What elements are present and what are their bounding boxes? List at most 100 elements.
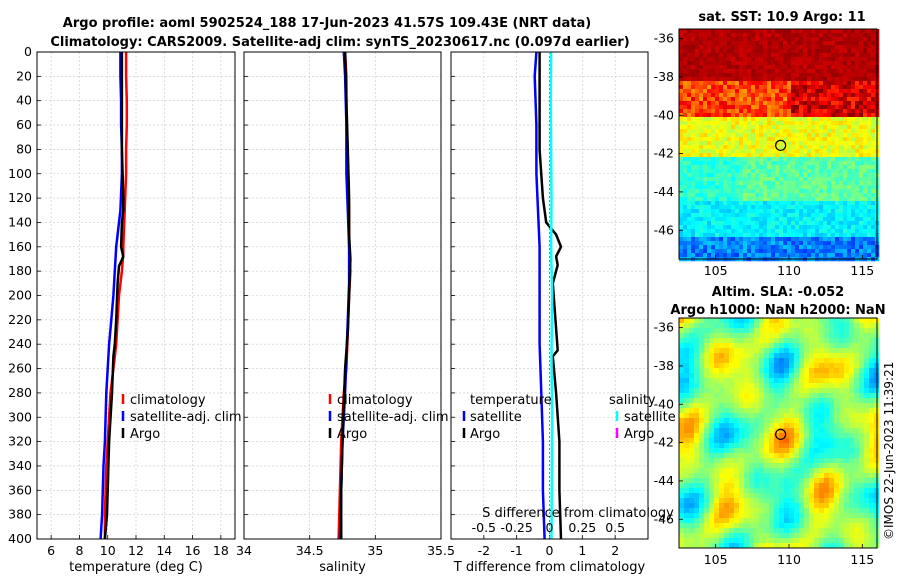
heatmap-cell bbox=[774, 373, 780, 379]
heatmap-cell bbox=[703, 141, 708, 146]
heatmap-cell bbox=[734, 413, 740, 419]
heatmap-cell bbox=[731, 233, 736, 238]
heatmap-cell bbox=[859, 249, 864, 254]
heatmap-cell bbox=[775, 249, 780, 254]
heatmap-cell bbox=[699, 113, 704, 118]
heatmap-cell bbox=[815, 205, 820, 210]
heatmap-cell bbox=[755, 85, 760, 90]
heatmap-cell bbox=[743, 189, 748, 194]
heatmap-cell bbox=[787, 185, 792, 190]
heatmap-cell bbox=[747, 165, 752, 170]
heatmap-cell bbox=[815, 145, 820, 150]
heatmap-cell bbox=[679, 383, 685, 389]
heatmap-cell bbox=[707, 113, 712, 118]
heatmap-cell bbox=[699, 458, 705, 464]
heatmap-cell bbox=[807, 221, 812, 226]
heatmap-cell bbox=[823, 121, 828, 126]
heatmap-cell bbox=[851, 93, 856, 98]
heatmap-cell bbox=[679, 209, 684, 214]
heatmap-cell bbox=[749, 478, 755, 484]
heatmap-cell bbox=[859, 508, 865, 514]
heatmap-cell bbox=[719, 181, 724, 186]
heatmap-field bbox=[679, 318, 880, 549]
y-tick-label: 160 bbox=[8, 239, 32, 254]
heatmap-cell bbox=[835, 157, 840, 162]
heatmap-cell bbox=[734, 418, 740, 424]
heatmap-cell bbox=[731, 73, 736, 78]
heatmap-cell bbox=[835, 149, 840, 154]
heatmap-cell bbox=[774, 523, 780, 529]
heatmap-cell bbox=[754, 333, 760, 339]
heatmap-cell bbox=[869, 328, 875, 334]
heatmap-cell bbox=[847, 133, 852, 138]
heatmap-cell bbox=[823, 173, 828, 178]
heatmap-cell bbox=[723, 217, 728, 222]
heatmap-cell bbox=[847, 41, 852, 46]
heatmap-cell bbox=[819, 113, 824, 118]
heatmap-cell bbox=[839, 73, 844, 78]
heatmap-cell bbox=[735, 101, 740, 106]
heatmap-cell bbox=[775, 157, 780, 162]
heatmap-cell bbox=[871, 53, 876, 58]
heatmap-cell bbox=[715, 197, 720, 202]
heatmap-cell bbox=[823, 245, 828, 250]
heatmap-cell bbox=[829, 328, 835, 334]
heatmap-cell bbox=[863, 157, 868, 162]
heatmap-cell bbox=[759, 318, 765, 324]
heatmap-cell bbox=[755, 229, 760, 234]
heatmap-cell bbox=[789, 358, 795, 364]
heatmap-cell bbox=[727, 93, 732, 98]
heatmap-cell bbox=[804, 398, 810, 404]
heatmap-cell bbox=[744, 518, 750, 524]
heatmap-cell bbox=[699, 209, 704, 214]
heatmap-cell bbox=[711, 125, 716, 130]
heatmap-cell bbox=[843, 213, 848, 218]
heatmap-cell bbox=[824, 428, 830, 434]
heatmap-cell bbox=[839, 121, 844, 126]
heatmap-cell bbox=[809, 333, 815, 339]
heatmap-cell bbox=[735, 45, 740, 50]
heatmap-cell bbox=[823, 189, 828, 194]
heatmap-cell bbox=[819, 338, 825, 344]
heatmap-cell bbox=[687, 65, 692, 70]
heatmap-cell bbox=[779, 69, 784, 74]
heatmap-cell bbox=[679, 161, 684, 166]
heatmap-cell bbox=[754, 488, 760, 494]
heatmap-cell bbox=[811, 165, 816, 170]
heatmap-cell bbox=[734, 408, 740, 414]
heatmap-cell bbox=[679, 125, 684, 130]
heatmap-cell bbox=[774, 388, 780, 394]
heatmap-cell bbox=[831, 101, 836, 106]
heatmap-cell bbox=[859, 368, 865, 374]
heatmap-cell bbox=[759, 177, 764, 182]
heatmap-cell bbox=[734, 363, 740, 369]
heatmap-cell bbox=[709, 413, 715, 419]
heatmap-cell bbox=[827, 93, 832, 98]
heatmap-cell bbox=[759, 97, 764, 102]
heatmap-cell bbox=[855, 97, 860, 102]
heatmap-cell bbox=[735, 121, 740, 126]
heatmap-cell bbox=[734, 508, 740, 514]
heatmap-cell bbox=[751, 245, 756, 250]
heatmap-cell bbox=[749, 398, 755, 404]
heatmap-cell bbox=[744, 398, 750, 404]
heatmap-cell bbox=[711, 245, 716, 250]
heatmap-cell bbox=[831, 149, 836, 154]
heatmap-cell bbox=[707, 237, 712, 242]
heatmap-cell bbox=[719, 93, 724, 98]
heatmap-cell bbox=[687, 217, 692, 222]
heatmap-cell bbox=[747, 73, 752, 78]
heatmap-cell bbox=[729, 488, 735, 494]
heatmap-cell bbox=[783, 217, 788, 222]
heatmap-cell bbox=[767, 125, 772, 130]
heatmap-cell bbox=[694, 468, 700, 474]
heatmap-cell bbox=[844, 428, 850, 434]
heatmap-cell bbox=[787, 93, 792, 98]
heatmap-cell bbox=[714, 538, 720, 544]
heatmap-cell bbox=[719, 209, 724, 214]
heatmap-cell bbox=[849, 408, 855, 414]
heatmap-cell bbox=[774, 488, 780, 494]
heatmap-cell bbox=[843, 229, 848, 234]
heatmap-cell bbox=[851, 253, 856, 258]
heatmap-cell bbox=[794, 358, 800, 364]
